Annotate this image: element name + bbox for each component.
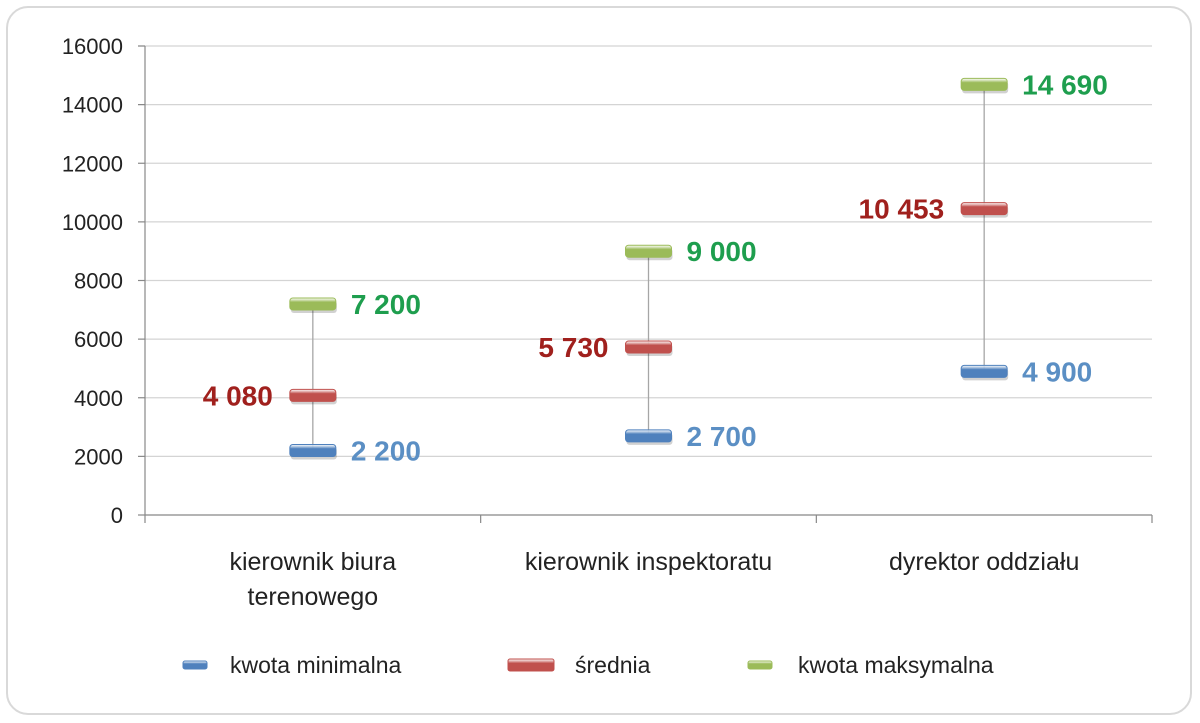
data-label: 4 900 <box>1022 356 1092 387</box>
legend-label: kwota maksymalna <box>798 652 994 678</box>
x-category-label: terenowego <box>248 583 379 611</box>
data-marker <box>960 77 1008 91</box>
data-marker <box>289 444 337 458</box>
y-tick-label: 0 <box>111 503 123 528</box>
data-label: 10 453 <box>859 194 945 225</box>
y-tick-label: 6000 <box>74 327 123 352</box>
data-label: 2 700 <box>687 421 757 452</box>
data-label: 2 200 <box>351 436 421 467</box>
legend-marker <box>747 660 773 670</box>
y-tick-label: 4000 <box>74 386 123 411</box>
data-label: 5 730 <box>538 332 608 363</box>
data-marker <box>289 297 337 311</box>
y-tick-label: 12000 <box>62 151 123 176</box>
data-marker <box>960 364 1008 378</box>
y-tick-label: 10000 <box>62 210 123 235</box>
x-category-label: kierownik inspektoratu <box>525 548 772 576</box>
chart-container: 0 2000 4000 6000 8000 10000 12000 14000 16000 kie… <box>6 6 1192 715</box>
y-tick-label: 14000 <box>62 93 123 118</box>
legend-marker <box>182 660 208 670</box>
data-marker <box>289 388 337 402</box>
data-label: 9 000 <box>687 236 757 267</box>
legend-label: kwota minimalna <box>230 652 401 678</box>
legend-label: średnia <box>575 652 651 678</box>
y-tick-label: 2000 <box>74 444 123 469</box>
data-label: 4 080 <box>203 380 273 411</box>
legend-marker <box>507 658 555 672</box>
y-tick-label: 8000 <box>74 269 123 294</box>
data-label: 7 200 <box>351 289 421 320</box>
x-category-label: dyrektor oddziału <box>889 548 1079 576</box>
chart-plot: 0 2000 4000 6000 8000 10000 12000 14000 16000 kie… <box>62 34 1153 678</box>
x-category-label: kierownik biura <box>229 548 396 576</box>
data-marker <box>625 340 672 354</box>
y-tick-label: 16000 <box>62 34 123 59</box>
data-marker <box>960 202 1008 216</box>
data-marker <box>625 244 672 258</box>
data-marker <box>625 429 672 443</box>
data-label: 14 690 <box>1022 69 1108 100</box>
